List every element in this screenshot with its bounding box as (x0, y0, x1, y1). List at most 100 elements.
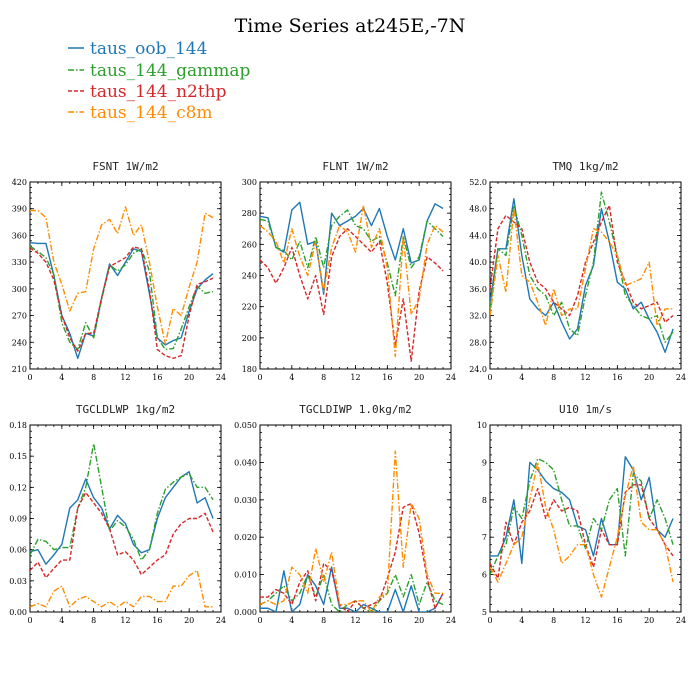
series-line-taus_144_c8m (490, 461, 674, 598)
x-tick-label: 24 (446, 373, 456, 382)
x-tick-label: 12 (350, 373, 360, 382)
series-line-taus_144_c8m (260, 450, 444, 612)
legend-label: taus_oob_144 (90, 39, 207, 59)
series-line-taus_144_gammap (30, 245, 214, 351)
y-tick-label: 44.0 (469, 231, 487, 240)
x-tick-label: 16 (152, 616, 162, 625)
x-tick-label: 0 (257, 373, 262, 382)
x-tick-label: 20 (414, 373, 424, 382)
x-tick-label: 20 (184, 373, 194, 382)
y-tick-label: 180 (242, 365, 257, 374)
y-tick-label: 280 (242, 209, 257, 218)
x-tick-label: 4 (59, 373, 64, 382)
series-line-taus_oob_144 (490, 197, 674, 353)
y-tick-label: 270 (12, 312, 27, 321)
series-line-taus_144_gammap (490, 191, 674, 343)
y-tick-label: 10 (477, 421, 487, 430)
legend-item: taus_144_gammap (68, 61, 250, 81)
y-tick-label: 0.18 (9, 421, 27, 430)
x-tick-label: 12 (120, 373, 130, 382)
x-tick-label: 16 (152, 373, 162, 382)
x-tick-label: 0 (487, 616, 492, 625)
y-tick-label: 0.030 (234, 496, 257, 505)
y-tick-label: 300 (12, 285, 27, 294)
x-tick-label: 20 (644, 373, 654, 382)
x-tick-label: 0 (27, 373, 32, 382)
legend-label: taus_144_gammap (90, 61, 250, 81)
chart-panel: TMQ 1kg/m2 24.0 28.0 32.0 36.0 40.0 44.0 48.0 52… (469, 160, 686, 382)
x-tick-label: 24 (216, 373, 226, 382)
y-tick-label: 300 (242, 178, 257, 187)
series-line-taus_144_n2thp (490, 204, 674, 323)
y-tick-label: 8 (482, 496, 487, 505)
x-tick-label: 24 (676, 373, 686, 382)
x-tick-label: 16 (612, 373, 622, 382)
x-tick-label: 8 (551, 616, 556, 625)
y-tick-label: 32.0 (469, 312, 487, 321)
y-tick-label: 0.050 (234, 421, 257, 430)
chart-panel: TGCLDLWP 1kg/m2 0.00 0.03 0.06 0.09 0.12 0.15 0… (9, 403, 226, 625)
y-tick-label: 420 (12, 178, 27, 187)
plot-frame (489, 181, 682, 370)
x-tick-label: 8 (321, 373, 326, 382)
panel-title: U10 1m/s (559, 403, 612, 416)
series-line-taus_oob_144 (30, 471, 214, 565)
legend-item: taus_144_c8m (68, 103, 213, 123)
series-line-taus_144_gammap (490, 457, 674, 575)
series-line-taus_144_c8m (490, 208, 674, 327)
x-tick-label: 20 (414, 616, 424, 625)
y-tick-label: 240 (12, 338, 27, 347)
x-tick-label: 4 (289, 616, 294, 625)
chart-panel: FLNT 1W/m2 180 200 220 240 260 280 300 0 4 8 12 16 20… (242, 160, 456, 382)
legend-item: taus_144_n2thp (68, 82, 227, 102)
y-tick-label: 240 (242, 272, 257, 281)
series-line-taus_144_n2thp (260, 228, 444, 362)
x-tick-label: 4 (289, 373, 294, 382)
y-tick-label: 0.010 (234, 571, 257, 580)
chart-panel: TGCLDIWP 1.0kg/m2 0.000 0.010 0.020 0.030 0.0… (234, 403, 456, 625)
x-tick-label: 0 (257, 616, 262, 625)
x-tick-label: 8 (91, 373, 96, 382)
y-tick-label: 220 (242, 303, 257, 312)
y-tick-label: 9 (482, 458, 487, 467)
y-tick-label: 0.15 (9, 452, 27, 461)
series-line-taus_oob_144 (490, 456, 674, 565)
x-tick-label: 4 (519, 373, 524, 382)
y-tick-label: 0.040 (234, 458, 257, 467)
legend-label: taus_144_n2thp (90, 82, 227, 102)
plot-frame (489, 424, 682, 613)
legend-item: taus_oob_144 (68, 39, 207, 59)
y-tick-label: 360 (12, 231, 27, 240)
y-tick-label: 40.0 (469, 258, 487, 267)
chart-panel: U10 1m/s 5 6 7 8 9 10 0 4 8 12 16 20 24 (477, 403, 686, 625)
panel-title: TGCLDIWP 1.0kg/m2 (299, 403, 412, 416)
series-line-taus_144_gammap (260, 209, 444, 297)
x-tick-label: 24 (676, 616, 686, 625)
series-line-taus_144_gammap (30, 443, 214, 561)
legend: taus_oob_144 taus_144_gammap taus_144_n2… (68, 39, 250, 123)
series-line-taus_oob_144 (260, 566, 444, 612)
panel-title: TGCLDLWP 1kg/m2 (76, 403, 175, 416)
y-tick-label: 48.0 (469, 205, 487, 214)
y-tick-label: 210 (12, 365, 27, 374)
y-tick-label: 0.12 (9, 483, 27, 492)
x-tick-label: 12 (120, 616, 130, 625)
x-tick-label: 16 (382, 616, 392, 625)
x-tick-label: 8 (551, 373, 556, 382)
x-tick-label: 20 (644, 616, 654, 625)
x-tick-label: 8 (91, 616, 96, 625)
y-tick-label: 7 (482, 533, 487, 542)
y-tick-label: 0.020 (234, 533, 257, 542)
series-line-taus_oob_144 (30, 241, 214, 360)
y-tick-label: 6 (482, 571, 487, 580)
series-line-taus_144_c8m (260, 204, 444, 358)
y-tick-label: 0.000 (234, 608, 257, 617)
y-tick-label: 260 (242, 240, 257, 249)
panel-title: FSNT 1W/m2 (92, 160, 158, 173)
plot-frame (259, 424, 452, 613)
y-tick-label: 0.00 (9, 608, 27, 617)
y-tick-label: 36.0 (469, 285, 487, 294)
y-tick-label: 200 (242, 334, 257, 343)
